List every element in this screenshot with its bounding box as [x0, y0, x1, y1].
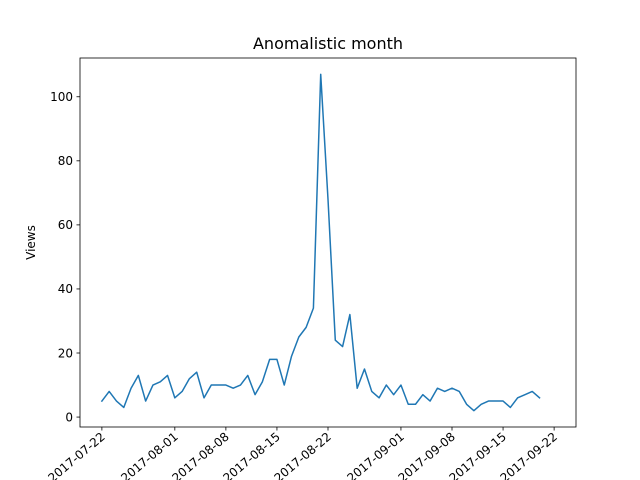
x-axis-ticks: 2017-07-22 2017-08-012017-08-082017-08-15…: [45, 427, 560, 480]
x-tick-label: 2017-07-22: [45, 430, 107, 480]
x-tick-label: 2017-09-22: [498, 430, 560, 480]
y-tick-label: 0: [65, 410, 73, 424]
plot-area-frame: [79, 57, 577, 428]
x-tick-label: 2017-08-22: [271, 430, 333, 480]
chart-title: Anomalistic month: [253, 34, 403, 53]
series-line: [100, 73, 541, 412]
y-tick-label: 80: [58, 154, 73, 168]
y-axis-label: Views: [24, 225, 38, 260]
y-tick-label: 100: [50, 90, 73, 104]
y-tick-label: 20: [58, 346, 73, 360]
y-axis-ticks: 0 20 40 60 80 100: [50, 90, 80, 424]
y-tick-label: 60: [58, 218, 73, 232]
y-tick-label: 40: [58, 282, 73, 296]
